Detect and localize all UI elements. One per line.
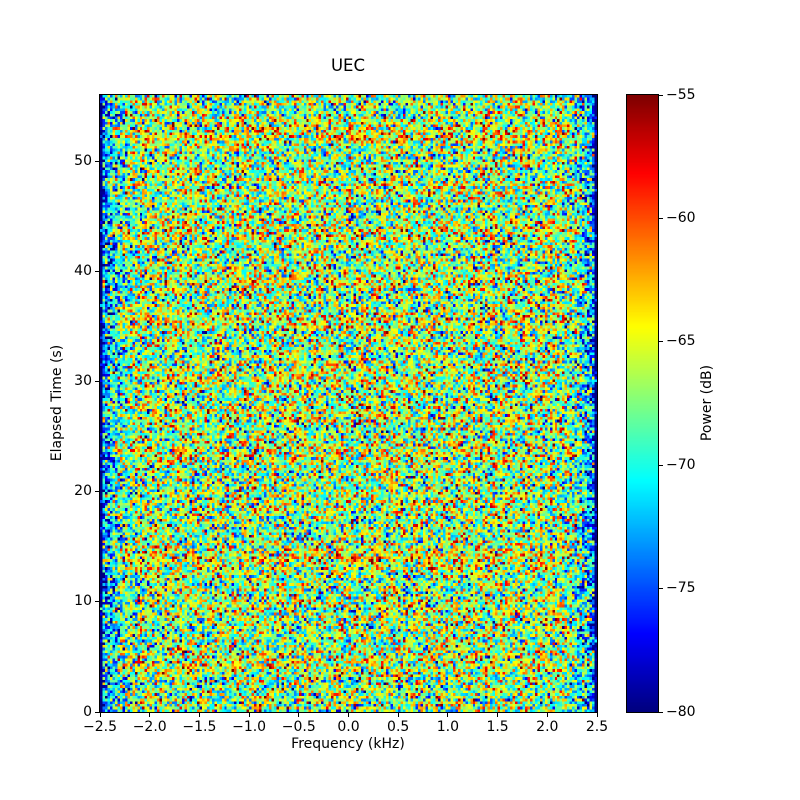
x-tick-mark — [546, 713, 548, 717]
y-tick-mark — [95, 160, 99, 162]
colorbar-tick-mark — [659, 588, 663, 590]
colorbar-tick-mark — [659, 711, 663, 713]
y-axis-label: Elapsed Time (s) — [49, 344, 65, 462]
x-tick-label: 0.5 — [387, 719, 410, 735]
colorbar-tick-label: −80 — [666, 703, 696, 720]
y-tick-mark — [95, 711, 99, 713]
y-tick-mark — [95, 491, 99, 493]
y-tick-mark — [95, 601, 99, 603]
x-tick-label: 2.5 — [585, 719, 609, 735]
x-tick-label: 2.0 — [536, 719, 559, 735]
x-tick-label: 0.0 — [337, 719, 360, 735]
x-tick-mark — [149, 713, 151, 717]
colorbar — [626, 94, 659, 713]
colorbar-tick-label: −60 — [666, 209, 696, 226]
y-tick-mark — [95, 270, 99, 272]
x-tick-mark — [348, 713, 349, 717]
y-tick-label: 40 — [74, 262, 92, 279]
x-tick-label: −1.0 — [232, 719, 267, 735]
colorbar-tick-label: −70 — [666, 456, 696, 473]
colorbar-tick-mark — [659, 217, 663, 219]
x-tick-mark — [497, 713, 499, 717]
x-tick-mark — [99, 713, 101, 717]
x-tick-label: 1.0 — [436, 719, 460, 735]
x-tick-label: −0.5 — [281, 719, 316, 735]
x-tick-mark — [298, 713, 300, 717]
x-tick-mark — [397, 713, 399, 717]
x-tick-mark — [198, 713, 200, 717]
colorbar-tick-mark — [659, 94, 663, 96]
colorbar-label: Power (dB) — [699, 364, 715, 442]
y-tick-label: 50 — [74, 152, 92, 169]
colorbar-tick-mark — [659, 464, 663, 466]
y-tick-label: 30 — [74, 372, 92, 389]
x-tick-label: −1.5 — [182, 719, 217, 735]
x-tick-mark — [447, 713, 449, 717]
colorbar-canvas — [627, 95, 658, 712]
y-tick-label: 20 — [74, 483, 92, 500]
colorbar-tick-label: −75 — [666, 580, 696, 597]
spectrogram-plot — [99, 94, 598, 713]
chart-title: UEC — [330, 56, 366, 75]
x-tick-mark — [248, 713, 250, 717]
x-axis-label: Frequency (kHz) — [291, 736, 405, 752]
colorbar-tick-label: −55 — [666, 86, 696, 103]
y-tick-label: 10 — [74, 593, 92, 610]
x-tick-label: −2.5 — [83, 719, 117, 735]
colorbar-tick-label: −65 — [666, 333, 696, 350]
x-tick-mark — [596, 713, 598, 717]
colorbar-tick-mark — [659, 341, 663, 343]
x-tick-label: −2.0 — [132, 719, 167, 735]
x-tick-label: 1.5 — [486, 719, 509, 735]
y-tick-mark — [95, 380, 99, 382]
y-tick-label: 0 — [83, 703, 92, 720]
spectrogram-canvas — [100, 95, 597, 712]
